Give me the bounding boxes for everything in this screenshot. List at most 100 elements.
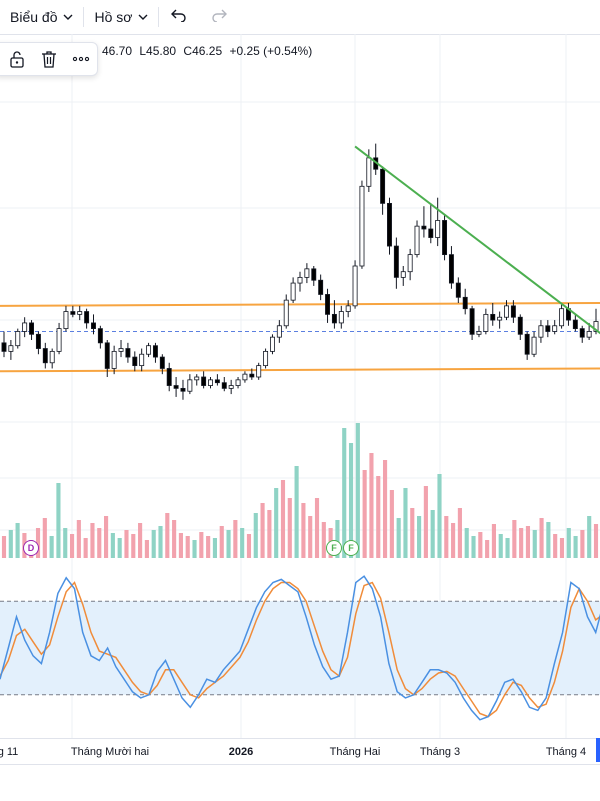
candle-body bbox=[593, 321, 599, 332]
candle-body bbox=[387, 202, 392, 247]
candle bbox=[510, 300, 516, 323]
volume-bar bbox=[267, 510, 272, 558]
candle bbox=[118, 340, 124, 358]
candle bbox=[201, 371, 207, 389]
candle-body bbox=[311, 268, 317, 281]
candle-body bbox=[214, 379, 220, 384]
undo-button[interactable] bbox=[159, 0, 199, 34]
volume-bar bbox=[464, 528, 469, 558]
candle-body bbox=[483, 313, 489, 332]
candle bbox=[290, 277, 296, 303]
chevron-down-icon bbox=[63, 12, 73, 23]
more-options-icon[interactable] bbox=[69, 47, 93, 71]
chart-canvas[interactable] bbox=[0, 34, 600, 738]
volume-bar bbox=[423, 486, 428, 558]
volume-bar bbox=[580, 530, 585, 558]
candle-body bbox=[393, 245, 399, 278]
candle-body bbox=[180, 387, 186, 392]
candle bbox=[235, 377, 241, 389]
price-pane bbox=[0, 143, 600, 400]
earnings-event-badge[interactable]: F bbox=[343, 540, 359, 556]
time-axis-label: 2026 bbox=[228, 746, 254, 758]
candle bbox=[35, 331, 41, 355]
volume-bar bbox=[199, 532, 204, 558]
time-axis[interactable]: g 11 Tháng Mười hai 2026 Tháng Hai Tháng… bbox=[0, 738, 600, 765]
candle-body bbox=[497, 316, 503, 321]
timeframe-marker[interactable] bbox=[596, 738, 600, 762]
candle-body bbox=[70, 311, 76, 315]
profile-menu-button[interactable]: Hồ sơ bbox=[84, 0, 158, 34]
candle-body bbox=[338, 311, 344, 324]
candle-body bbox=[442, 220, 448, 256]
candle-body bbox=[29, 322, 34, 335]
volume-bar bbox=[42, 518, 47, 558]
candle-body bbox=[538, 325, 544, 338]
volume-bar bbox=[240, 528, 245, 558]
candle-body bbox=[1, 342, 7, 352]
candle bbox=[187, 374, 193, 395]
candle-body bbox=[15, 331, 21, 347]
candle bbox=[221, 377, 227, 392]
volume-bar bbox=[206, 536, 211, 558]
volume-bar bbox=[165, 513, 170, 558]
candle-body bbox=[455, 282, 461, 298]
candle bbox=[462, 288, 468, 315]
candle bbox=[146, 342, 152, 358]
volume-bar bbox=[410, 508, 415, 558]
trendline bbox=[354, 145, 600, 335]
candle bbox=[455, 277, 461, 303]
candle bbox=[283, 294, 289, 329]
candle-body bbox=[84, 311, 90, 324]
candle-body bbox=[476, 331, 482, 335]
candle-body bbox=[269, 336, 275, 352]
candle-body bbox=[104, 342, 110, 369]
candle-body bbox=[35, 333, 41, 349]
volume-bar bbox=[8, 530, 13, 558]
volume-bar bbox=[587, 516, 592, 558]
candle bbox=[97, 325, 103, 349]
candle bbox=[373, 143, 379, 175]
drawing-floating-toolbar bbox=[0, 42, 98, 76]
redo-icon bbox=[211, 8, 228, 27]
volume-bar bbox=[417, 516, 422, 558]
candle-body bbox=[201, 376, 207, 386]
candle bbox=[91, 314, 96, 335]
volume-bar bbox=[403, 488, 408, 558]
chart-menu-button[interactable]: Biểu đồ bbox=[0, 0, 83, 34]
redo-button[interactable] bbox=[199, 0, 239, 34]
candle-body bbox=[421, 225, 427, 230]
legend-change: +0.25 (+0.54%) bbox=[229, 44, 313, 58]
time-axis-label: Tháng 4 bbox=[545, 746, 587, 758]
candle-body bbox=[448, 254, 454, 284]
volume-bar bbox=[63, 528, 68, 558]
candle-body bbox=[256, 365, 262, 378]
candle-body bbox=[510, 305, 516, 318]
dividend-event-badge[interactable]: D bbox=[23, 540, 39, 556]
candle bbox=[269, 334, 275, 355]
volume-bar bbox=[301, 503, 306, 558]
volume-bar bbox=[253, 513, 258, 558]
candle bbox=[497, 311, 503, 329]
earnings-event-badge[interactable]: F bbox=[326, 540, 342, 556]
candle-body bbox=[118, 348, 124, 352]
volume-bar bbox=[382, 460, 388, 558]
chevron-down-icon bbox=[138, 12, 148, 23]
candle-body bbox=[194, 376, 200, 381]
volume-bar bbox=[389, 490, 394, 558]
candle-body bbox=[325, 294, 330, 315]
volume-bar bbox=[56, 483, 61, 558]
trash-icon[interactable] bbox=[37, 47, 61, 71]
volume-bar bbox=[104, 516, 109, 558]
candle-body bbox=[428, 228, 434, 238]
candle bbox=[318, 274, 324, 301]
candle-body bbox=[290, 282, 296, 301]
candle-body bbox=[56, 328, 62, 352]
unlock-icon[interactable] bbox=[5, 47, 29, 71]
volume-bar bbox=[314, 498, 320, 558]
undo-icon bbox=[171, 8, 187, 27]
volume-bar bbox=[593, 524, 599, 558]
volume-bar bbox=[35, 528, 41, 558]
candle bbox=[414, 220, 420, 258]
candle bbox=[469, 305, 475, 340]
volume-bar bbox=[532, 530, 537, 558]
